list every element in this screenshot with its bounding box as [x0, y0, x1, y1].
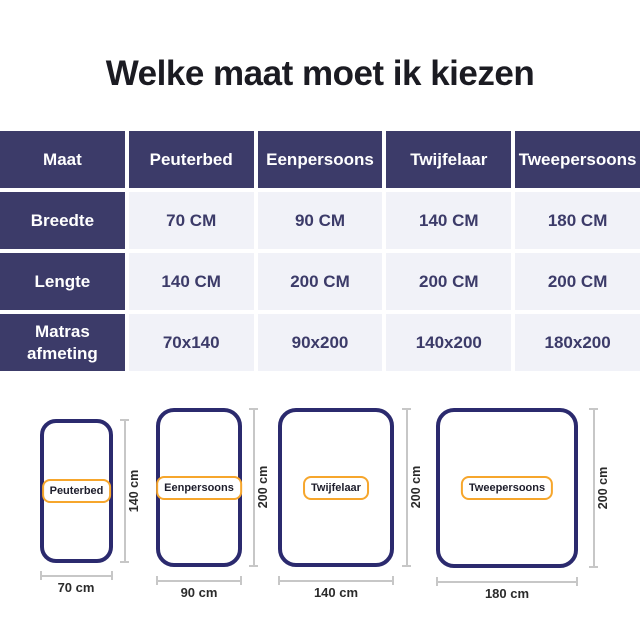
dimension-cap	[40, 571, 42, 580]
dimension-cap	[111, 571, 113, 580]
table-cell-breedte-peuterbed: 70 CM	[128, 192, 254, 249]
dimension-cap	[576, 577, 578, 586]
dimension-cap	[156, 576, 158, 585]
height-dimension-label-eenpersoons: 200 cm	[256, 465, 270, 509]
dimension-cap	[120, 561, 129, 563]
row-label-breedte: Breedte	[0, 192, 125, 249]
table-cell-matras-twijfelaar: 140x200	[386, 314, 512, 371]
bed-diagram-twijfelaar: Twijfelaar	[278, 408, 394, 567]
dimension-cap	[402, 565, 411, 567]
dimension-cap	[120, 419, 129, 421]
height-dimension-line-tweepersoons	[589, 408, 598, 568]
height-dimension-line-peuterbed	[120, 419, 129, 563]
width-dimension-label-peuterbed: 70 cm	[57, 580, 95, 595]
bed-diagram-tweepersoons: Tweepersoons	[436, 408, 578, 568]
bed-size-diagrams: Peuterbed 140 cm 70 cm Eenpersoons 200 c…	[0, 395, 640, 640]
width-dimension-line-eenpersoons	[156, 576, 242, 585]
height-dimension-line-twijfelaar	[402, 408, 411, 567]
table-cell-matras-tweepersoons: 180x200	[515, 314, 640, 371]
row-label-lengte: Lengte	[0, 253, 125, 310]
bed-name-tag-eenpersoons: Eenpersoons	[156, 475, 242, 500]
bed-diagram-eenpersoons: Eenpersoons	[156, 408, 242, 567]
table-cell-lengte-peuterbed: 140 CM	[128, 253, 254, 310]
dimension-cap	[589, 408, 598, 410]
width-dimension-line-tweepersoons	[436, 577, 578, 586]
table-header-peuterbed: Peuterbed	[128, 131, 254, 188]
table-header-maat: Maat	[0, 131, 125, 188]
row-label-matras-afmeting: Matras afmeting	[0, 314, 125, 371]
dimension-cap	[392, 576, 394, 585]
table-cell-lengte-tweepersoons: 200 CM	[515, 253, 640, 310]
table-cell-lengte-twijfelaar: 200 CM	[386, 253, 512, 310]
bed-name-tag-twijfelaar: Twijfelaar	[303, 475, 369, 500]
width-dimension-label-tweepersoons: 180 cm	[484, 586, 530, 601]
table-cell-breedte-tweepersoons: 180 CM	[515, 192, 640, 249]
width-dimension-label-twijfelaar: 140 cm	[313, 585, 359, 600]
table-cell-breedte-twijfelaar: 140 CM	[386, 192, 512, 249]
dimension-cap	[249, 565, 258, 567]
table-cell-lengte-eenpersoons: 200 CM	[257, 253, 383, 310]
height-dimension-label-tweepersoons: 200 cm	[596, 466, 610, 510]
bed-diagram-peuterbed: Peuterbed	[40, 419, 113, 563]
bed-name-tag-peuterbed: Peuterbed	[41, 479, 112, 503]
table-header-tweepersoons: Tweepersoons	[515, 131, 640, 188]
table-cell-matras-peuterbed: 70x140	[128, 314, 254, 371]
dimension-cap	[436, 577, 438, 586]
dimension-cap	[278, 576, 280, 585]
width-dimension-line-twijfelaar	[278, 576, 394, 585]
table-cell-breedte-eenpersoons: 90 CM	[257, 192, 383, 249]
dimension-cap	[240, 576, 242, 585]
width-dimension-label-eenpersoons: 90 cm	[180, 585, 218, 600]
height-dimension-label-twijfelaar: 200 cm	[409, 465, 423, 509]
dimension-cap	[402, 408, 411, 410]
table-header-twijfelaar: Twijfelaar	[386, 131, 512, 188]
height-dimension-line-eenpersoons	[249, 408, 258, 567]
width-dimension-line-peuterbed	[40, 571, 113, 580]
dimension-cap	[249, 408, 258, 410]
table-header-eenpersoons: Eenpersoons	[257, 131, 383, 188]
bed-name-tag-tweepersoons: Tweepersoons	[460, 476, 554, 500]
dimension-cap	[589, 566, 598, 568]
height-dimension-label-peuterbed: 140 cm	[127, 469, 141, 513]
size-comparison-table: Maat Peuterbed Eenpersoons Twijfelaar Tw…	[0, 131, 640, 371]
table-cell-matras-eenpersoons: 90x200	[257, 314, 383, 371]
page-title: Welke maat moet ik kiezen	[105, 54, 535, 93]
